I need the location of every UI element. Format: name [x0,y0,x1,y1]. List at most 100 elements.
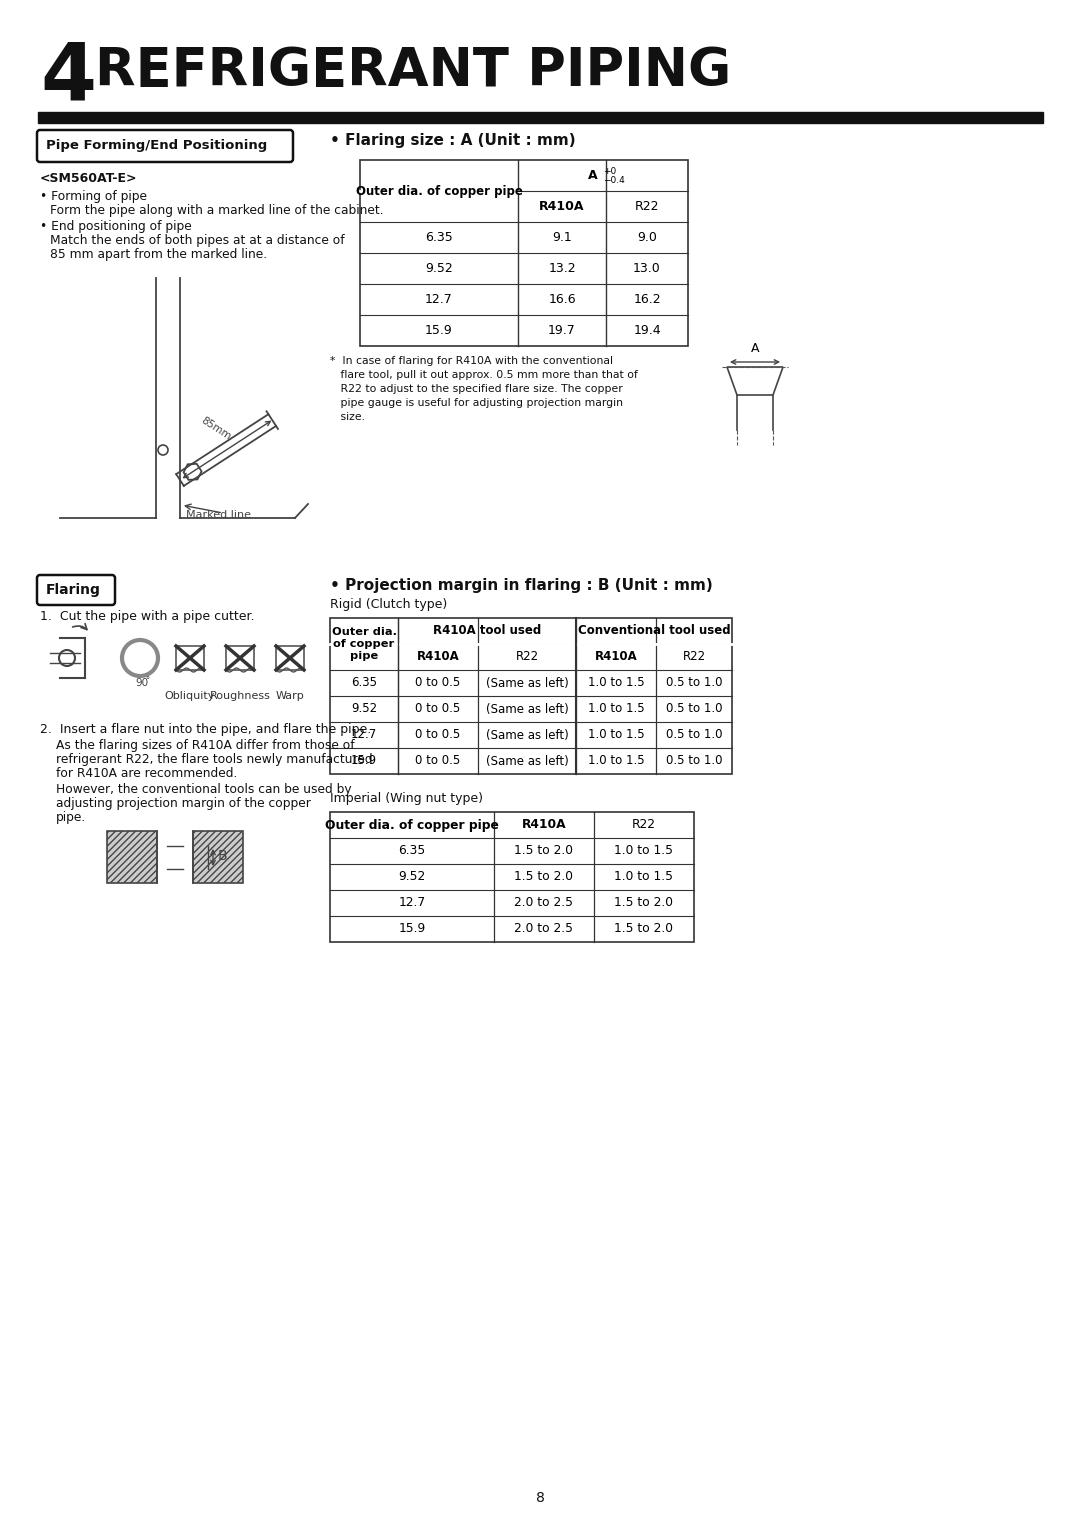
Bar [176,647,204,669]
Text: R410A: R410A [539,200,584,214]
Text: Imperial (Wing nut type): Imperial (Wing nut type) [330,791,483,805]
Text: 0.5 to 1.0: 0.5 to 1.0 [665,755,723,767]
Text: 1.0 to 1.5: 1.0 to 1.5 [615,845,674,857]
Text: 6.35: 6.35 [399,845,426,857]
Text: 1.0 to 1.5: 1.0 to 1.5 [588,677,645,689]
Text: R410A: R410A [417,651,459,663]
Text: Outer dia. of copper pipe: Outer dia. of copper pipe [355,185,523,198]
Text: 1.0 to 1.5: 1.0 to 1.5 [588,755,645,767]
Text: size.: size. [330,412,365,422]
Text: Form the pipe along with a marked line of the cabinet.: Form the pipe along with a marked line o… [50,204,383,217]
Text: 12.7: 12.7 [426,293,453,307]
Text: 4: 4 [40,40,96,117]
Text: • End positioning of pipe: • End positioning of pipe [40,220,192,233]
Text: 6.35: 6.35 [351,677,377,689]
Text: 6.35: 6.35 [426,230,453,244]
Text: 16.2: 16.2 [633,293,661,307]
Text: 0.5 to 1.0: 0.5 to 1.0 [665,729,723,741]
Text: 19.4: 19.4 [633,323,661,337]
Text: 8: 8 [536,1491,544,1505]
Text: 2.0 to 2.5: 2.0 to 2.5 [514,923,573,935]
Text: 1.0 to 1.5: 1.0 to 1.5 [588,703,645,715]
Text: 0.5 to 1.0: 0.5 to 1.0 [665,677,723,689]
Text: Roughness: Roughness [210,691,270,702]
Text: Pipe Forming/End Positioning: Pipe Forming/End Positioning [46,139,267,153]
Text: 0.5 to 1.0: 0.5 to 1.0 [665,703,723,715]
Bar [330,811,694,942]
Bar [38,111,1043,124]
Text: pipe.: pipe. [56,811,86,824]
Text: 19.7: 19.7 [549,323,576,337]
Text: • Flaring size : A (Unit : mm): • Flaring size : A (Unit : mm) [330,133,576,148]
Text: Outer dia.
of copper
pipe: Outer dia. of copper pipe [332,627,396,660]
Bar [276,647,303,669]
Text: (Same as left): (Same as left) [486,677,568,689]
Text: As the flaring sizes of R410A differ from those of: As the flaring sizes of R410A differ fro… [56,740,354,752]
Text: 1.0 to 1.5: 1.0 to 1.5 [615,871,674,883]
Text: Outer dia. of copper pipe: Outer dia. of copper pipe [325,819,499,831]
Text: However, the conventional tools can be used by: However, the conventional tools can be u… [56,782,352,796]
Bar [330,618,732,775]
Text: A: A [751,342,759,355]
Text: Marked line: Marked line [186,509,251,520]
Text: 9.52: 9.52 [426,262,453,274]
Text: 2.0 to 2.5: 2.0 to 2.5 [514,897,573,909]
Text: R410A: R410A [595,651,637,663]
Text: 15.9: 15.9 [399,923,426,935]
Bar [360,160,688,346]
Text: Rigid (Clutch type): Rigid (Clutch type) [330,598,447,612]
Bar [226,647,254,669]
Text: • Forming of pipe: • Forming of pipe [40,191,147,203]
Text: (Same as left): (Same as left) [486,729,568,741]
Text: 2.  Insert a flare nut into the pipe, and flare the pipe.: 2. Insert a flare nut into the pipe, and… [40,723,372,737]
Polygon shape [107,831,157,883]
Text: 85mm: 85mm [200,415,233,442]
Text: 13.2: 13.2 [549,262,576,274]
Text: adjusting projection margin of the copper: adjusting projection margin of the coppe… [56,798,311,810]
Text: B: B [218,849,228,863]
Text: 13.0: 13.0 [633,262,661,274]
Text: R410A: R410A [522,819,566,831]
Text: R410A tool used: R410A tool used [433,625,541,637]
Text: 0 to 0.5: 0 to 0.5 [416,729,461,741]
Text: R22: R22 [635,200,659,214]
Text: Conventional tool used: Conventional tool used [578,625,730,637]
Text: 12.7: 12.7 [399,897,426,909]
Text: REFRIGERANT PIPING: REFRIGERANT PIPING [95,46,731,98]
Text: 9.0: 9.0 [637,230,657,244]
Text: 1.5 to 2.0: 1.5 to 2.0 [514,845,573,857]
Text: R22: R22 [515,651,539,663]
Text: 9.52: 9.52 [351,703,377,715]
Text: 12.7: 12.7 [351,729,377,741]
FancyBboxPatch shape [37,130,293,162]
Text: 1.5 to 2.0: 1.5 to 2.0 [514,871,573,883]
Text: *  In case of flaring for R410A with the conventional: * In case of flaring for R410A with the … [330,355,613,366]
Text: 1.5 to 2.0: 1.5 to 2.0 [615,897,674,909]
Text: A: A [589,169,598,181]
Text: 9.52: 9.52 [399,871,426,883]
Text: (Same as left): (Same as left) [486,703,568,715]
Polygon shape [193,831,243,883]
Text: 90: 90 [135,679,148,688]
Text: flare tool, pull it out approx. 0.5 mm more than that of: flare tool, pull it out approx. 0.5 mm m… [330,371,638,380]
Text: for R410A are recommended.: for R410A are recommended. [56,767,238,779]
Text: 0 to 0.5: 0 to 0.5 [416,677,461,689]
Text: Obliquity: Obliquity [165,691,215,702]
Text: 16.6: 16.6 [549,293,576,307]
Text: 85 mm apart from the marked line.: 85 mm apart from the marked line. [50,249,267,261]
Text: 1.  Cut the pipe with a pipe cutter.: 1. Cut the pipe with a pipe cutter. [40,610,255,624]
Text: 1.0 to 1.5: 1.0 to 1.5 [588,729,645,741]
Text: Match the ends of both pipes at at a distance of: Match the ends of both pipes at at a dis… [50,233,345,247]
Text: R22 to adjust to the specified flare size. The copper: R22 to adjust to the specified flare siz… [330,384,623,393]
Text: 0 to 0.5: 0 to 0.5 [416,755,461,767]
Text: • Projection margin in flaring : B (Unit : mm): • Projection margin in flaring : B (Unit… [330,578,713,593]
Text: 15.9: 15.9 [426,323,453,337]
Text: Flaring: Flaring [46,583,100,596]
Text: R22: R22 [632,819,656,831]
FancyBboxPatch shape [37,575,114,605]
Text: R22: R22 [683,651,705,663]
Text: 0 to 0.5: 0 to 0.5 [416,703,461,715]
Text: <SM560AT-E>: <SM560AT-E> [40,172,137,185]
Text: 9.1: 9.1 [552,230,572,244]
Text: 15.9: 15.9 [351,755,377,767]
